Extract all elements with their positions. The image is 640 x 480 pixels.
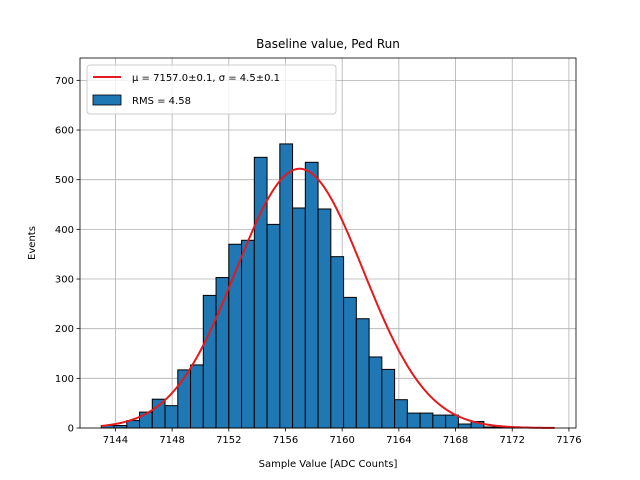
x-tick-label: 7168 — [443, 435, 468, 446]
y-tick-label: 600 — [55, 126, 74, 137]
histogram-bar — [330, 256, 345, 429]
y-tick-label: 300 — [55, 275, 74, 286]
histogram-bar — [317, 208, 332, 429]
histogram-bar — [457, 423, 472, 429]
histogram-bar — [202, 294, 217, 429]
x-tick-label: 7172 — [500, 435, 525, 446]
x-tick-label: 7152 — [216, 435, 241, 446]
histogram-bar — [432, 414, 447, 429]
y-tick-label: 400 — [55, 225, 74, 236]
x-tick-label: 7176 — [556, 435, 581, 446]
y-tick-label: 700 — [55, 76, 74, 87]
histogram-bar — [343, 296, 357, 429]
y-axis-label: Events — [27, 226, 38, 260]
histogram-bars — [100, 143, 549, 429]
y-tick-label: 0 — [68, 424, 74, 435]
histogram-bar — [394, 399, 408, 429]
histogram-bar — [151, 398, 166, 429]
histogram-bar — [190, 364, 204, 429]
plot-frame — [79, 57, 577, 429]
y-tick-label: 100 — [55, 374, 74, 385]
x-tick-label: 7156 — [273, 435, 298, 446]
legend-box — [86, 64, 337, 115]
x-tick-label: 7144 — [103, 435, 128, 446]
gaussian-fit — [101, 167, 555, 429]
legend: μ = 7157.0±0.1, σ = 4.5±0.1 RMS = 4.58 — [86, 64, 337, 115]
histogram-bar — [419, 412, 434, 429]
histogram-bar — [266, 223, 281, 429]
histogram-bar — [164, 405, 179, 429]
x-axis-label: Sample Value [ADC Counts] — [259, 459, 398, 470]
legend-fit-label: μ = 7157.0±0.1, σ = 4.5±0.1 — [132, 73, 280, 84]
x-tick-label: 7148 — [159, 435, 184, 446]
x-tick-label: 7160 — [329, 435, 354, 446]
chart-title: Baseline value, Ped Run — [256, 37, 400, 51]
histogram-bar — [445, 414, 459, 429]
histogram-bar — [253, 156, 268, 429]
legend-hist-label: RMS = 4.58 — [132, 96, 191, 107]
x-axis-ticks: 7144 7148 7152 7156 7160 7164 7168 7172 7176 — [103, 428, 582, 446]
y-tick-label: 500 — [55, 175, 74, 186]
histogram-bar — [241, 239, 255, 429]
histogram-bar — [279, 143, 294, 429]
histogram-bar — [355, 318, 370, 429]
histogram-bar — [292, 207, 306, 429]
legend-hist-swatch — [92, 94, 122, 106]
fit-curve — [101, 167, 555, 429]
x-tick-label: 7164 — [386, 435, 411, 446]
y-tick-label: 200 — [55, 324, 74, 335]
histogram-bar — [368, 356, 383, 429]
histogram-bar — [215, 277, 230, 429]
histogram-bar — [381, 368, 396, 429]
histogram-bar — [304, 161, 319, 429]
y-axis-ticks: 0 100 200 300 400 500 600 700 — [55, 76, 80, 435]
histogram-bar — [406, 412, 421, 429]
